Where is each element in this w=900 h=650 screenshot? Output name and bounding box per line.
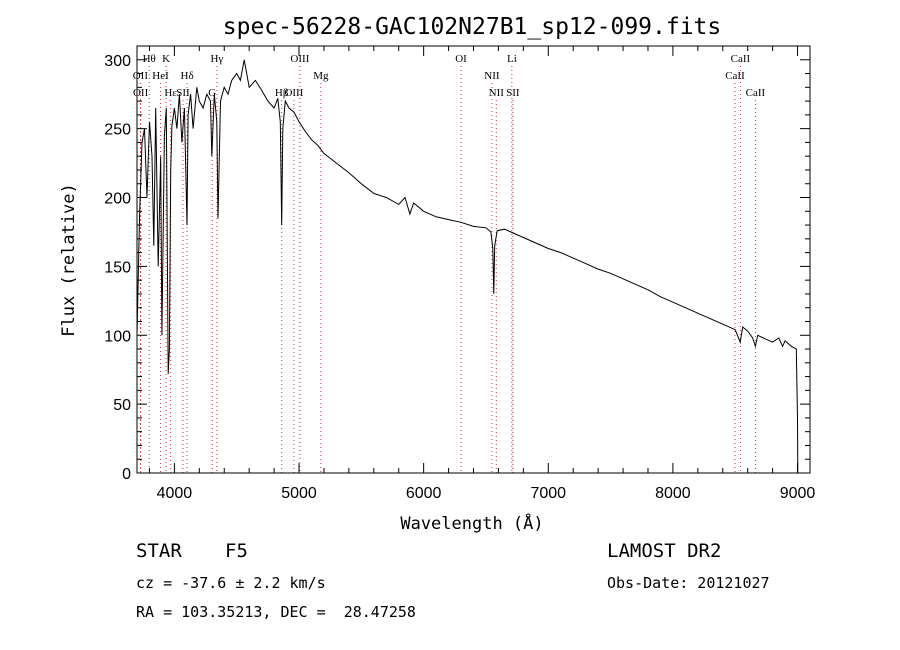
y-axis-label: Flux (relative) [59,183,79,337]
survey-name: LAMOST DR2 [607,540,722,562]
spectral-line-label: Hθ [143,53,156,65]
spectral-line-label: SII [176,87,190,99]
spectral-line-label: Li [507,53,517,65]
redshift-velocity: cz = -37.6 ± 2.2 km/s [136,574,326,592]
spectral-line-label: Hδ [181,70,194,82]
x-tick-label: 7000 [530,485,566,502]
spectral-line-label: HeI [152,70,169,82]
x-tick-label: 4000 [157,485,193,502]
y-tick-label: 150 [104,259,131,276]
plot-frame [136,45,811,474]
y-axis-ticks: 0 50 100 150 200 250 300 [104,53,810,483]
spectral-line-label: CaII [746,87,766,99]
spectral-line-label: OII [133,70,149,82]
y-tick-label: 300 [104,53,131,70]
x-tick-label: 5000 [281,485,317,502]
x-tick-label: 9000 [780,485,816,502]
chart-title: spec-56228-GAC102N27B1_sp12-099.fits [223,14,722,40]
object-class: STAR [136,540,182,562]
spectral-line-label: OIII [290,53,309,65]
spectral-line-label: SII [506,87,520,99]
x-tick-label: 8000 [655,485,691,502]
y-tick-label: 250 [104,122,131,139]
x-axis-label: Wavelength (Å) [400,512,543,534]
spectral-line-label: Hγ [210,53,223,65]
y-tick-label: 0 [122,466,131,483]
spectral-line-label: Mg [313,70,329,82]
observation-date: Obs-Date: 20121027 [607,574,770,592]
spectral-line-label: CaII [731,53,751,65]
y-tick-label: 100 [104,328,131,345]
x-tick-label: 6000 [406,485,442,502]
spectral-line-label: OI [455,53,467,65]
spectral-line-label: OIII [284,87,303,99]
spectral-line-label: NII [489,87,505,99]
y-tick-label: 50 [113,397,131,414]
coordinates: RA = 103.35213, DEC = 28.47258 [136,603,416,621]
spectrum-series-line [136,59,799,474]
spectral-line-label: Hε [164,87,177,99]
object-subclass: F5 [225,540,248,562]
x-axis-ticks: 4000 5000 6000 7000 8000 9000 [148,46,816,502]
y-tick-label: 200 [104,191,131,208]
spectral-line-label: NII [484,70,500,82]
spectral-line-label: Hβ [275,87,289,99]
spectral-line-label: G [208,87,216,99]
spectral-line-label: K [162,53,170,65]
spectral-line-label: CaII [725,70,745,82]
spectral-line-label: OII [133,87,149,99]
